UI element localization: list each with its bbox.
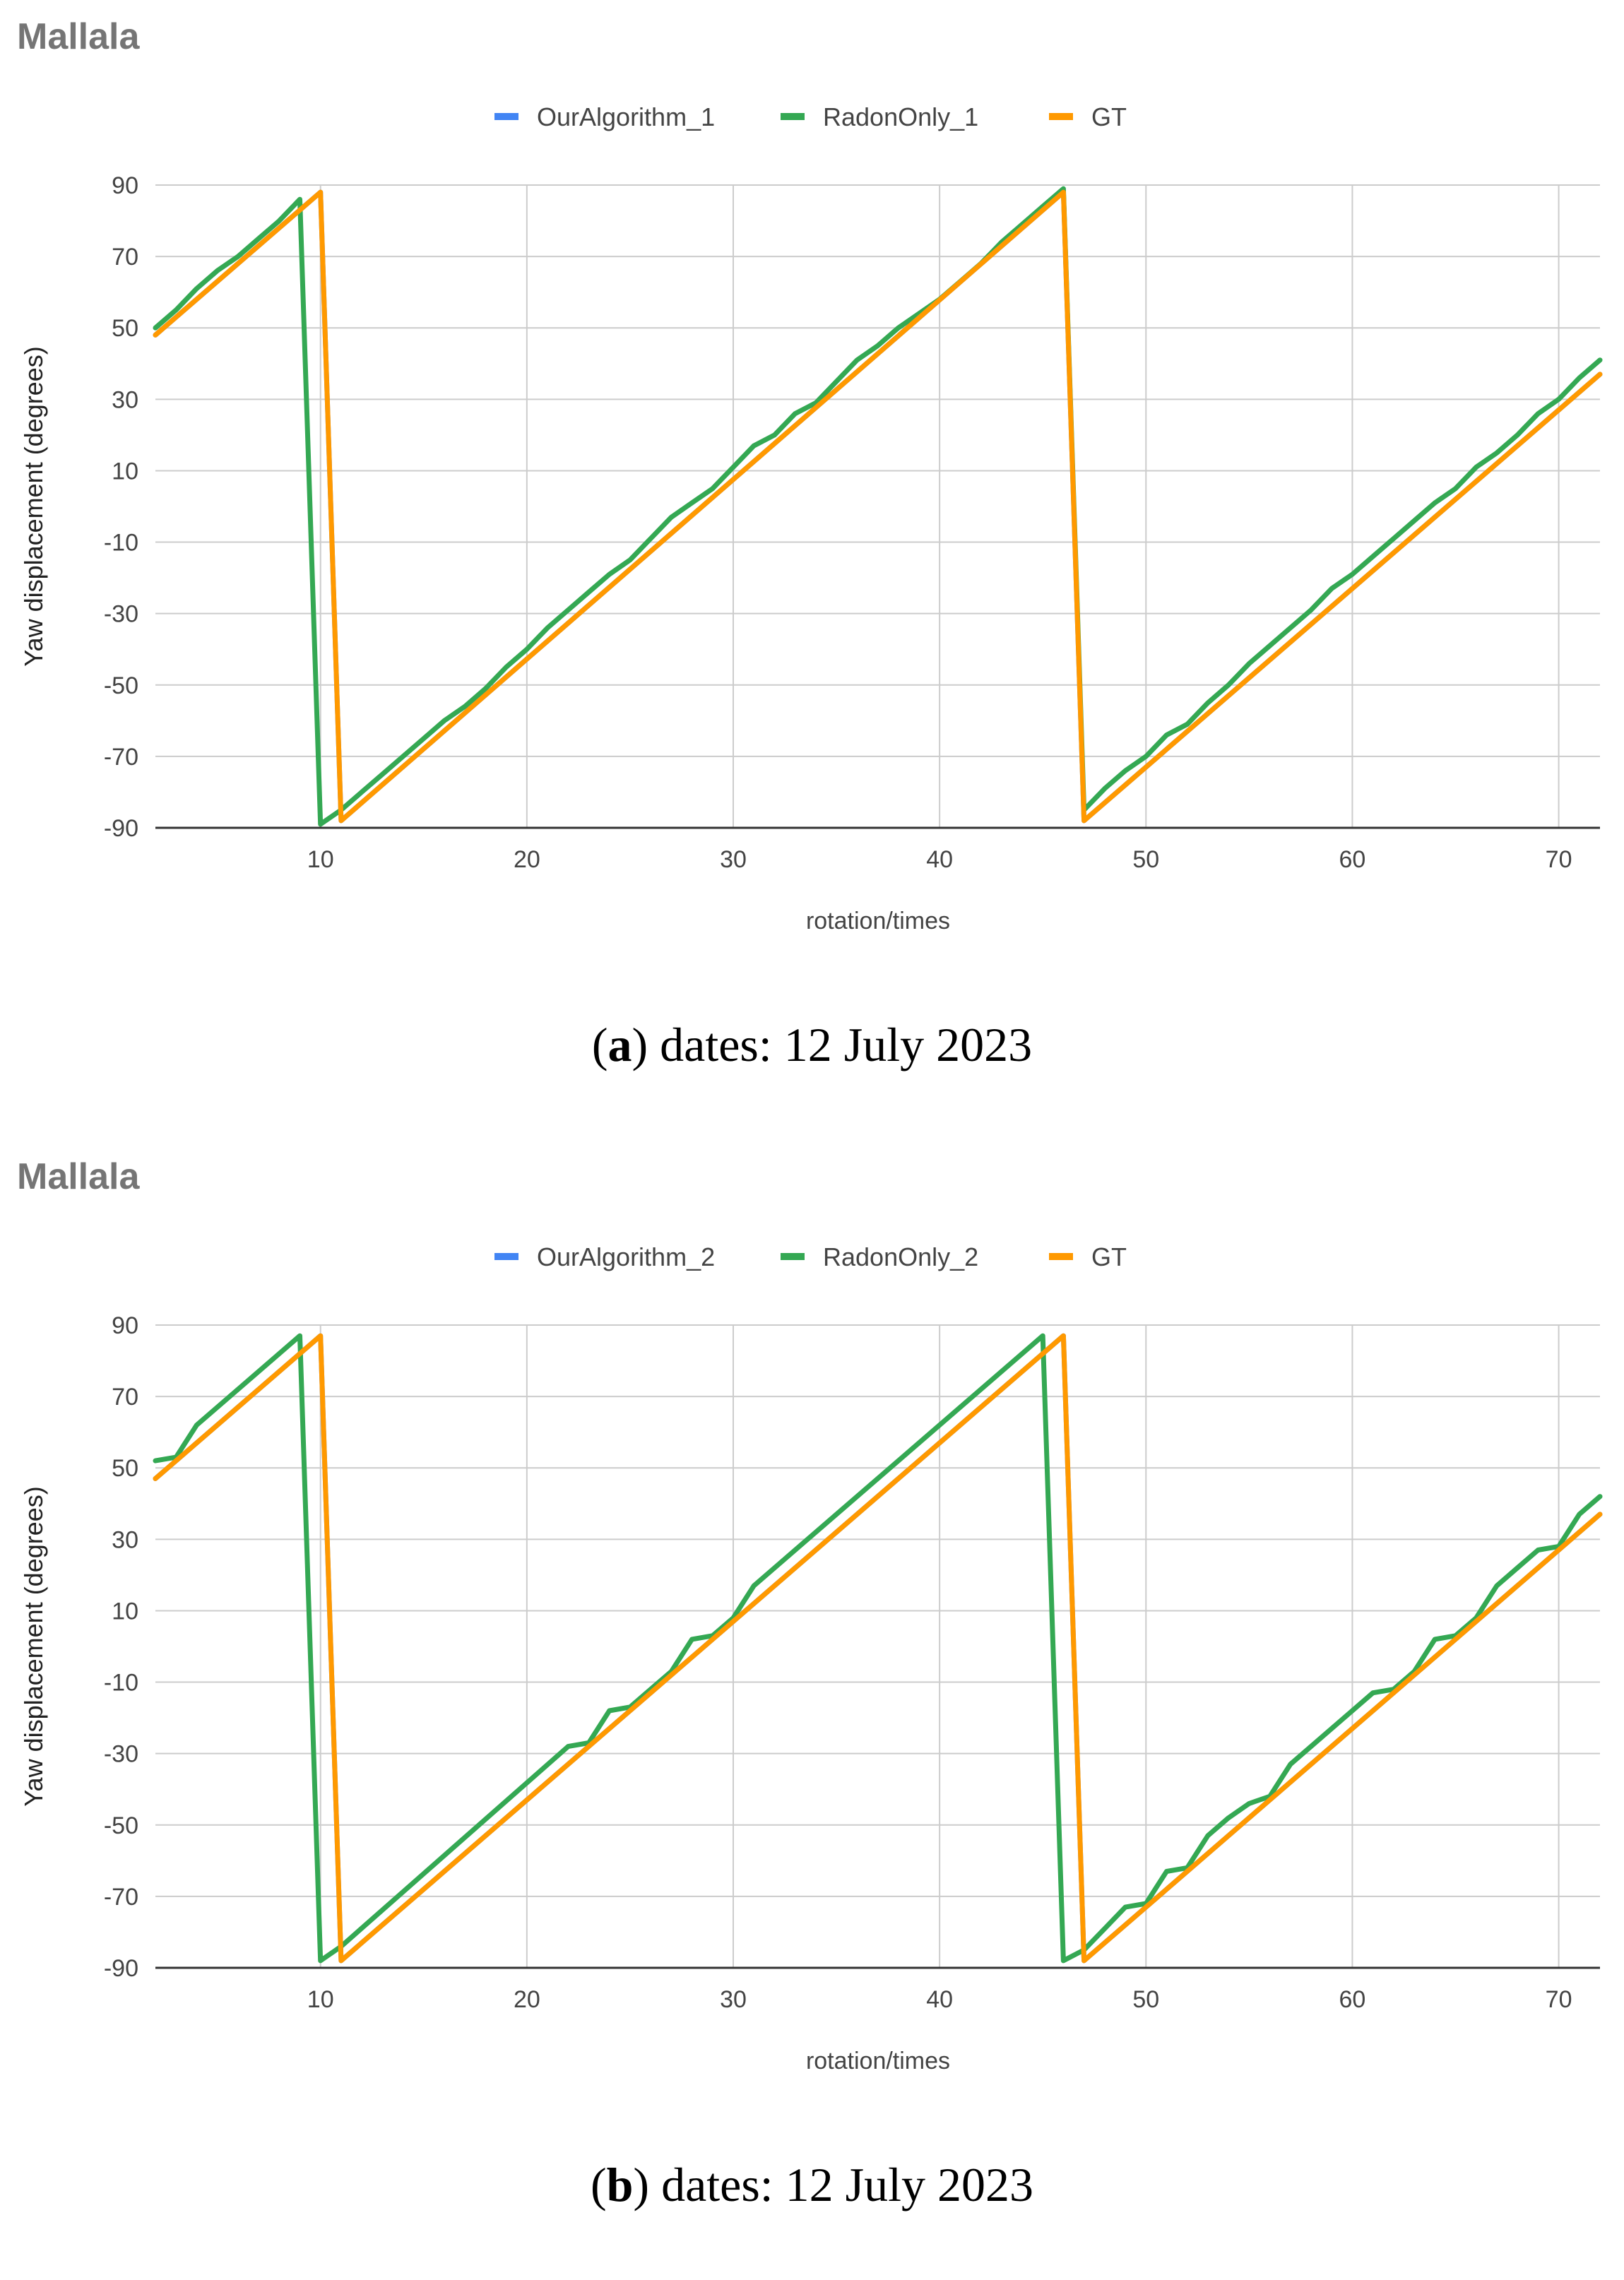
caption-open: ( xyxy=(591,1018,608,1071)
caption-label: a xyxy=(607,1018,632,1071)
y-tick-label: 30 xyxy=(112,386,138,413)
legend-item: GT xyxy=(1049,1242,1127,1271)
y-tick-label: 70 xyxy=(112,1384,138,1411)
x-tick-label: 40 xyxy=(926,1986,953,2013)
x-axis-label: rotation/times xyxy=(806,2048,950,2074)
caption-text: ) dates: 12 July 2023 xyxy=(633,2158,1034,2211)
caption-label: b xyxy=(606,2158,634,2211)
x-tick-label: 10 xyxy=(307,1986,334,2013)
y-tick-label: 10 xyxy=(112,1598,138,1625)
chart-panel-b: Mallala OurAlgorithm_2 RadonOnly_2 GT 90 70 5… xyxy=(0,1140,1624,2280)
y-tick-label: -90 xyxy=(104,1955,138,1982)
x-tick-label: 20 xyxy=(514,846,540,873)
x-tick-label: 60 xyxy=(1339,846,1366,873)
legend-item: OurAlgorithm_1 xyxy=(494,102,715,131)
caption-open: ( xyxy=(590,2158,607,2211)
series-line-ouralgorithm xyxy=(153,1333,1603,1964)
x-tick-label: 40 xyxy=(926,846,953,873)
chart-panel-a: Mallala OurAlgorithm_1 RadonOnly_1 GT 90 70 5… xyxy=(0,16,1624,1073)
y-tick-label: 70 xyxy=(112,244,138,271)
legend-label: RadonOnly_1 xyxy=(823,102,978,131)
y-tick-label: 30 xyxy=(112,1526,138,1553)
y-tick-label: -70 xyxy=(104,744,138,771)
series-line-radononly xyxy=(153,186,1603,827)
legend-label: OurAlgorithm_2 xyxy=(537,1242,715,1271)
y-tick-label: -50 xyxy=(104,1812,138,1839)
y-axis-label: Yaw displacement (degrees) xyxy=(19,346,48,667)
x-tick-label: 50 xyxy=(1132,846,1159,873)
series-line-gt xyxy=(153,1333,1603,1964)
legend-label: RadonOnly_2 xyxy=(823,1242,978,1271)
y-tick-label: 10 xyxy=(112,458,138,485)
y-axis-label: Yaw displacement (degrees) xyxy=(19,1486,48,1807)
legend-item: RadonOnly_2 xyxy=(781,1242,978,1271)
y-tick-label: -50 xyxy=(104,672,138,699)
legend-item: GT xyxy=(1049,102,1127,131)
y-tick-label: 90 xyxy=(112,1312,138,1339)
x-axis-label: rotation/times xyxy=(806,908,950,934)
chart-title: Mallala xyxy=(17,16,140,57)
legend-label: OurAlgorithm_1 xyxy=(537,102,715,131)
y-tick-label: -30 xyxy=(104,601,138,628)
series-line-gt xyxy=(153,189,1603,824)
x-tick-label: 70 xyxy=(1546,1986,1572,2013)
line-chart: OurAlgorithm_2 RadonOnly_2 GT 90 70 50 30 10 -10… xyxy=(19,1242,1603,2074)
x-tick-label: 70 xyxy=(1546,846,1572,873)
figure-caption: (b) dates: 12 July 2023 xyxy=(0,2157,1624,2213)
x-tick-label: 20 xyxy=(514,1986,540,2013)
series-line-ouralgorithm xyxy=(153,189,1603,824)
legend-item: OurAlgorithm_2 xyxy=(494,1242,715,1271)
caption-text: ) dates: 12 July 2023 xyxy=(632,1018,1033,1071)
legend-label: GT xyxy=(1091,1242,1127,1271)
legend-item: RadonOnly_1 xyxy=(781,102,978,131)
y-tick-label: -10 xyxy=(104,1670,138,1697)
x-tick-label: 60 xyxy=(1339,1986,1366,2013)
y-tick-label: -90 xyxy=(104,815,138,842)
y-tick-label: -70 xyxy=(104,1884,138,1911)
figure-caption: (a) dates: 12 July 2023 xyxy=(0,1017,1624,1073)
x-tick-label: 30 xyxy=(720,1986,747,2013)
x-tick-label: 30 xyxy=(720,846,747,873)
legend: OurAlgorithm_2 RadonOnly_2 GT xyxy=(494,1242,1127,1271)
y-tick-label: 90 xyxy=(112,172,138,199)
y-tick-label: 50 xyxy=(112,1455,138,1482)
chart-title: Mallala xyxy=(17,1156,140,1197)
line-chart: OurAlgorithm_1 RadonOnly_1 GT 90 70 50 30 10 -10… xyxy=(19,102,1603,934)
y-tick-label: -10 xyxy=(104,530,138,557)
y-tick-label: -30 xyxy=(104,1741,138,1768)
x-tick-label: 50 xyxy=(1132,1986,1159,2013)
legend: OurAlgorithm_1 RadonOnly_1 GT xyxy=(494,102,1127,131)
x-tick-label: 10 xyxy=(307,846,334,873)
legend-label: GT xyxy=(1091,102,1127,131)
series-line-radononly xyxy=(153,1333,1603,1964)
y-tick-label: 50 xyxy=(112,315,138,342)
